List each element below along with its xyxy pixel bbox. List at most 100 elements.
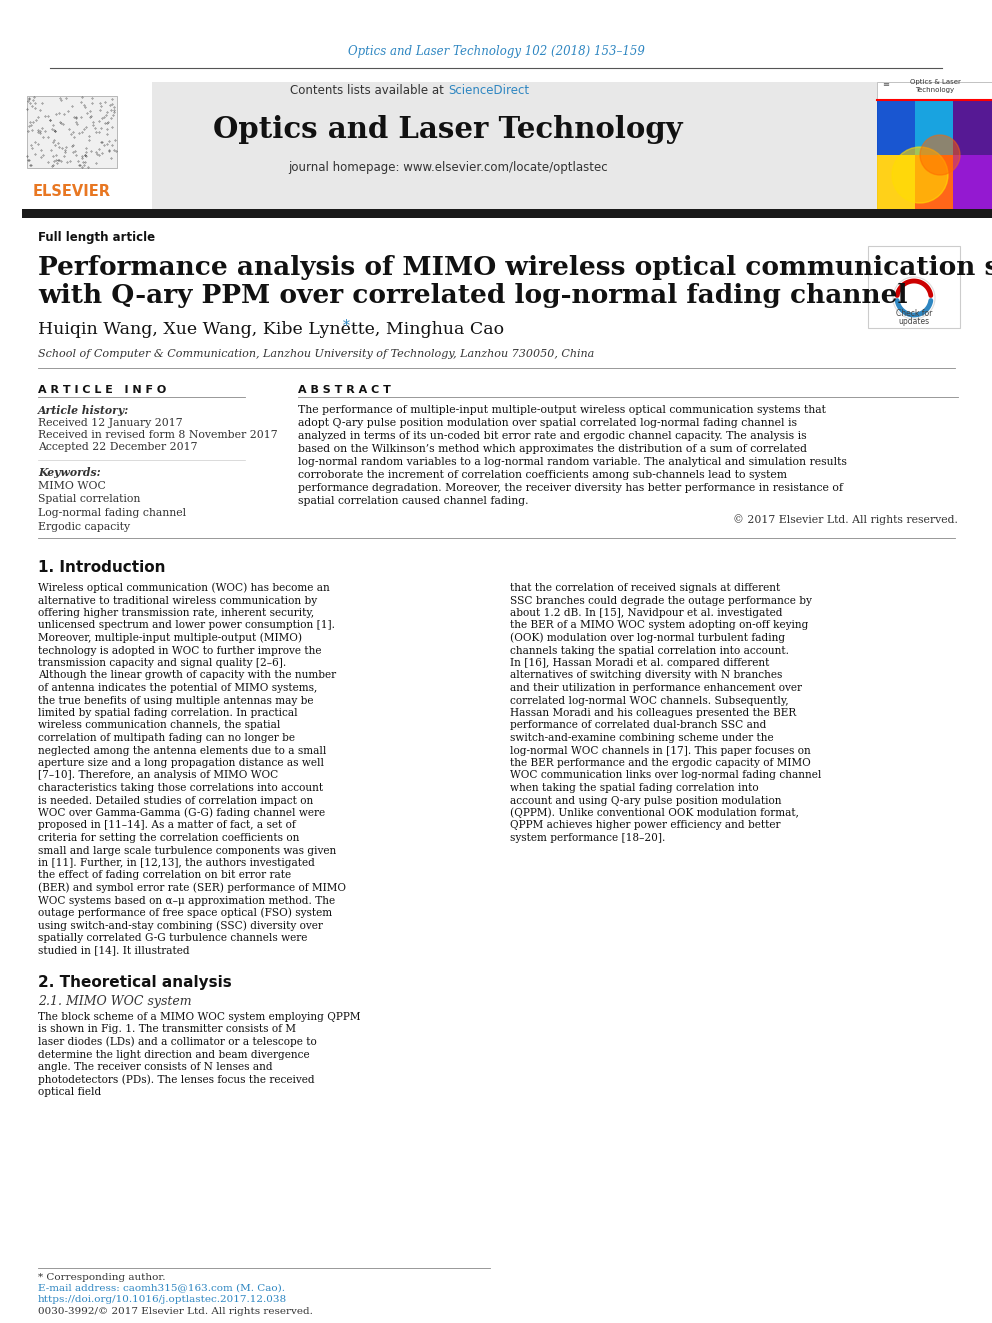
Text: about 1.2 dB. In [15], Navidpour et al. investigated: about 1.2 dB. In [15], Navidpour et al. … bbox=[510, 609, 783, 618]
Text: proposed in [11–14]. As a matter of fact, a set of: proposed in [11–14]. As a matter of fact… bbox=[38, 820, 296, 831]
Text: E-mail address: caomh315@163.com (M. Cao).: E-mail address: caomh315@163.com (M. Cao… bbox=[38, 1283, 285, 1293]
Text: *: * bbox=[343, 319, 350, 333]
Text: Contents lists available at: Contents lists available at bbox=[291, 83, 448, 97]
Text: Full length article: Full length article bbox=[38, 232, 155, 245]
Text: The performance of multiple-input multiple-output wireless optical communication: The performance of multiple-input multip… bbox=[298, 405, 826, 415]
Text: is shown in Fig. 1. The transmitter consists of M: is shown in Fig. 1. The transmitter cons… bbox=[38, 1024, 296, 1035]
Text: Performance analysis of MIMO wireless optical communication system: Performance analysis of MIMO wireless op… bbox=[38, 255, 992, 280]
Text: limited by spatial fading correlation. In practical: limited by spatial fading correlation. I… bbox=[38, 708, 298, 718]
Text: The block scheme of a MIMO WOC system employing QPPM: The block scheme of a MIMO WOC system em… bbox=[38, 1012, 360, 1021]
Text: in [11]. Further, in [12,13], the authors investigated: in [11]. Further, in [12,13], the author… bbox=[38, 859, 314, 868]
Text: Spatial correlation: Spatial correlation bbox=[38, 495, 141, 504]
Bar bbox=[22, 82, 152, 210]
Text: Check for: Check for bbox=[896, 310, 932, 319]
Text: Although the linear growth of capacity with the number: Although the linear growth of capacity w… bbox=[38, 671, 336, 680]
Text: Optics and Laser Technology: Optics and Laser Technology bbox=[213, 115, 682, 144]
Text: technology is adopted in WOC to further improve the: technology is adopted in WOC to further … bbox=[38, 646, 321, 655]
Text: characteristics taking those correlations into account: characteristics taking those correlation… bbox=[38, 783, 323, 792]
Text: using switch-and-stay combining (SSC) diversity over: using switch-and-stay combining (SSC) di… bbox=[38, 921, 322, 931]
Text: Wireless optical communication (WOC) has become an: Wireless optical communication (WOC) has… bbox=[38, 582, 329, 593]
Text: correlated log-normal WOC channels. Subsequently,: correlated log-normal WOC channels. Subs… bbox=[510, 696, 789, 705]
Text: is needed. Detailed studies of correlation impact on: is needed. Detailed studies of correlati… bbox=[38, 795, 313, 806]
Text: ScienceDirect: ScienceDirect bbox=[448, 83, 529, 97]
Text: system performance [18–20].: system performance [18–20]. bbox=[510, 833, 666, 843]
Text: updates: updates bbox=[899, 316, 930, 325]
Text: performance degradation. Moreover, the receiver diversity has better performance: performance degradation. Moreover, the r… bbox=[298, 483, 843, 493]
Text: (OOK) modulation over log-normal turbulent fading: (OOK) modulation over log-normal turbule… bbox=[510, 632, 785, 643]
Bar bbox=[915, 101, 953, 155]
Text: © 2017 Elsevier Ltd. All rights reserved.: © 2017 Elsevier Ltd. All rights reserved… bbox=[733, 515, 958, 525]
Text: determine the light direction and beam divergence: determine the light direction and beam d… bbox=[38, 1049, 310, 1060]
Text: Received in revised form 8 November 2017: Received in revised form 8 November 2017 bbox=[38, 430, 278, 441]
Text: Technology: Technology bbox=[916, 87, 954, 93]
Text: MIMO WOC: MIMO WOC bbox=[38, 482, 106, 491]
Text: alternative to traditional wireless communication by: alternative to traditional wireless comm… bbox=[38, 595, 317, 606]
Text: Article history:: Article history: bbox=[38, 405, 129, 415]
Text: Optics & Laser: Optics & Laser bbox=[910, 79, 960, 85]
Circle shape bbox=[920, 135, 960, 175]
Text: log-normal random variables to a log-normal random variable. The analytical and : log-normal random variables to a log-nor… bbox=[298, 456, 847, 467]
Bar bbox=[27, 97, 117, 168]
Text: log-normal WOC channels in [17]. This paper focuses on: log-normal WOC channels in [17]. This pa… bbox=[510, 745, 810, 755]
Bar bbox=[877, 101, 915, 155]
Text: account and using Q-ary pulse position modulation: account and using Q-ary pulse position m… bbox=[510, 795, 782, 806]
Bar bbox=[868, 246, 960, 328]
Text: Optics and Laser Technology 102 (2018) 153–159: Optics and Laser Technology 102 (2018) 1… bbox=[347, 45, 645, 58]
Text: Log-normal fading channel: Log-normal fading channel bbox=[38, 508, 186, 519]
Text: journal homepage: www.elsevier.com/locate/optlastec: journal homepage: www.elsevier.com/locat… bbox=[289, 161, 608, 175]
Circle shape bbox=[892, 147, 948, 202]
Text: the effect of fading correlation on bit error rate: the effect of fading correlation on bit … bbox=[38, 871, 291, 881]
Text: (BER) and symbol error rate (SER) performance of MIMO: (BER) and symbol error rate (SER) perfor… bbox=[38, 882, 346, 893]
Bar bbox=[22, 82, 877, 210]
Text: the BER performance and the ergodic capacity of MIMO: the BER performance and the ergodic capa… bbox=[510, 758, 810, 767]
Text: [7–10]. Therefore, an analysis of MIMO WOC: [7–10]. Therefore, an analysis of MIMO W… bbox=[38, 770, 278, 781]
Text: of antenna indicates the potential of MIMO systems,: of antenna indicates the potential of MI… bbox=[38, 683, 317, 693]
Text: (QPPM). Unlike conventional OOK modulation format,: (QPPM). Unlike conventional OOK modulati… bbox=[510, 808, 799, 819]
Text: outage performance of free space optical (FSO) system: outage performance of free space optical… bbox=[38, 908, 332, 918]
Text: based on the Wilkinson’s method which approximates the distribution of a sum of : based on the Wilkinson’s method which ap… bbox=[298, 445, 807, 454]
Text: that the correlation of received signals at different: that the correlation of received signals… bbox=[510, 583, 781, 593]
Text: correlation of multipath fading can no longer be: correlation of multipath fading can no l… bbox=[38, 733, 295, 744]
Text: criteria for setting the correlation coefficients on: criteria for setting the correlation coe… bbox=[38, 833, 300, 843]
Text: Accepted 22 December 2017: Accepted 22 December 2017 bbox=[38, 442, 197, 452]
Text: analyzed in terms of its un-coded bit error rate and ergodic channel capacity. T: analyzed in terms of its un-coded bit er… bbox=[298, 431, 806, 441]
Text: photodetectors (PDs). The lenses focus the received: photodetectors (PDs). The lenses focus t… bbox=[38, 1074, 314, 1085]
Text: ELSEVIER: ELSEVIER bbox=[33, 184, 111, 200]
Text: WOC systems based on α–μ approximation method. The: WOC systems based on α–μ approximation m… bbox=[38, 896, 335, 905]
Text: School of Computer & Communication, Lanzhou University of Technology, Lanzhou 73: School of Computer & Communication, Lanz… bbox=[38, 349, 594, 359]
Text: 2.1. MIMO WOC system: 2.1. MIMO WOC system bbox=[38, 995, 191, 1008]
Bar bbox=[877, 82, 992, 210]
Text: wireless communication channels, the spatial: wireless communication channels, the spa… bbox=[38, 721, 281, 730]
Text: unlicensed spectrum and lower power consumption [1].: unlicensed spectrum and lower power cons… bbox=[38, 620, 335, 631]
Text: spatial correlation caused channel fading.: spatial correlation caused channel fadin… bbox=[298, 496, 529, 505]
Bar bbox=[953, 155, 992, 210]
Text: performance of correlated dual-branch SSC and: performance of correlated dual-branch SS… bbox=[510, 721, 767, 730]
Text: corroborate the increment of correlation coefficients among sub-channels lead to: corroborate the increment of correlation… bbox=[298, 470, 787, 480]
Text: WOC over Gamma-Gamma (G-G) fading channel were: WOC over Gamma-Gamma (G-G) fading channe… bbox=[38, 808, 325, 819]
Text: Moreover, multiple-input multiple-output (MIMO): Moreover, multiple-input multiple-output… bbox=[38, 632, 302, 643]
Text: * Corresponding author.: * Corresponding author. bbox=[38, 1273, 166, 1282]
Text: adopt Q-ary pulse position modulation over spatial correlated log-normal fading : adopt Q-ary pulse position modulation ov… bbox=[298, 418, 797, 429]
Text: QPPM achieves higher power efficiency and better: QPPM achieves higher power efficiency an… bbox=[510, 820, 781, 831]
Bar bbox=[915, 155, 953, 210]
Text: 0030-3992/© 2017 Elsevier Ltd. All rights reserved.: 0030-3992/© 2017 Elsevier Ltd. All right… bbox=[38, 1307, 312, 1315]
Text: Hassan Moradi and his colleagues presented the BER: Hassan Moradi and his colleagues present… bbox=[510, 708, 797, 718]
Circle shape bbox=[893, 277, 935, 319]
Text: small and large scale turbulence components was given: small and large scale turbulence compone… bbox=[38, 845, 336, 856]
Text: and their utilization in performance enhancement over: and their utilization in performance enh… bbox=[510, 683, 802, 693]
Text: optical field: optical field bbox=[38, 1088, 101, 1097]
Text: the BER of a MIMO WOC system adopting on-off keying: the BER of a MIMO WOC system adopting on… bbox=[510, 620, 808, 631]
Text: SSC branches could degrade the outage performance by: SSC branches could degrade the outage pe… bbox=[510, 595, 811, 606]
Text: offering higher transmission rate, inherent security,: offering higher transmission rate, inher… bbox=[38, 609, 314, 618]
Text: Keywords:: Keywords: bbox=[38, 467, 100, 479]
Text: A R T I C L E   I N F O: A R T I C L E I N F O bbox=[38, 385, 167, 396]
Text: switch-and-examine combining scheme under the: switch-and-examine combining scheme unde… bbox=[510, 733, 774, 744]
Text: ≡: ≡ bbox=[882, 79, 889, 89]
Bar bbox=[877, 155, 915, 210]
Text: channels taking the spatial correlation into account.: channels taking the spatial correlation … bbox=[510, 646, 789, 655]
Text: Ergodic capacity: Ergodic capacity bbox=[38, 521, 130, 532]
Text: the true benefits of using multiple antennas may be: the true benefits of using multiple ante… bbox=[38, 696, 313, 705]
Bar bbox=[22, 209, 992, 218]
Text: A B S T R A C T: A B S T R A C T bbox=[298, 385, 391, 396]
Text: studied in [14]. It illustrated: studied in [14]. It illustrated bbox=[38, 946, 189, 955]
